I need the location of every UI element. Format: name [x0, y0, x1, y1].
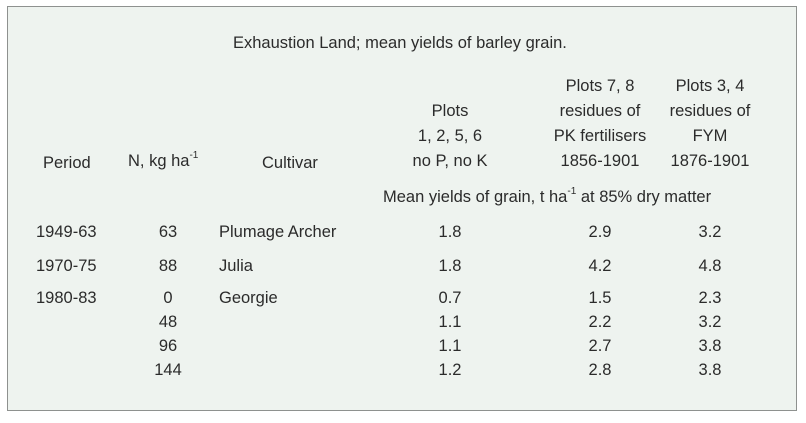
- cell-value-col2: 1.5: [588, 289, 612, 307]
- header-col2-line4: 1856-1901: [560, 152, 640, 170]
- subheader-units-text: Mean yields of grain, t ha: [383, 188, 568, 206]
- cell-cultivar: Plumage Archer: [219, 223, 337, 241]
- cell-value-col3: 4.8: [698, 257, 722, 275]
- cell-value-col1: 1.8: [438, 223, 462, 241]
- header-col3-line1: Plots 3, 4: [675, 77, 745, 95]
- header-col3-line2: residues of: [669, 102, 751, 120]
- header-col2-line1: Plots 7, 8: [565, 77, 635, 95]
- subheader-units-sup: -1: [567, 185, 577, 197]
- cell-n: 0: [163, 289, 173, 307]
- header-n-rate-text: N, kg ha: [128, 152, 190, 170]
- header-col3-line4: 1876-1901: [670, 152, 750, 170]
- cell-n: 96: [158, 337, 178, 355]
- subheader-units: Mean yields of grain, t ha-1 at 85% dry …: [383, 185, 712, 207]
- cell-value-col3: 3.8: [698, 337, 722, 355]
- header-period: Period: [43, 154, 91, 172]
- cell-value-col2: 2.9: [588, 223, 612, 241]
- cell-value-col1: 1.1: [438, 337, 462, 355]
- cell-value-col1: 1.8: [438, 257, 462, 275]
- cell-n: 144: [154, 361, 182, 379]
- header-n-rate: N, kg ha-1: [128, 149, 199, 171]
- cell-value-col2: 2.2: [588, 313, 612, 331]
- cell-period: 1949-63: [36, 223, 97, 241]
- header-col3-line3: FYM: [692, 127, 728, 145]
- cell-value-col1: 1.2: [438, 361, 462, 379]
- header-col1-line3: no P, no K: [412, 152, 488, 170]
- header-cultivar: Cultivar: [262, 154, 318, 172]
- header-col2-line3: PK fertilisers: [553, 127, 647, 145]
- cell-cultivar: Georgie: [219, 289, 278, 307]
- cell-value-col2: 2.7: [588, 337, 612, 355]
- cell-n: 48: [158, 313, 178, 331]
- cell-value-col2: 2.8: [588, 361, 612, 379]
- cell-value-col1: 1.1: [438, 313, 462, 331]
- cell-value-col1: 0.7: [438, 289, 462, 307]
- header-col1-line1: Plots: [431, 102, 469, 120]
- cell-period: 1980-83: [36, 289, 97, 307]
- table-title: Exhaustion Land; mean yields of barley g…: [233, 34, 567, 52]
- header-n-rate-sup: -1: [189, 149, 199, 161]
- header-col1-line2: 1, 2, 5, 6: [417, 127, 483, 145]
- cell-value-col3: 2.3: [698, 289, 722, 307]
- cell-n: 88: [158, 257, 178, 275]
- cell-value-col2: 4.2: [588, 257, 612, 275]
- cell-n: 63: [158, 223, 178, 241]
- cell-cultivar: Julia: [219, 257, 253, 275]
- cell-value-col3: 3.2: [698, 313, 722, 331]
- subheader-units-suffix: at 85% dry matter: [576, 188, 712, 206]
- header-col2-line2: residues of: [559, 102, 641, 120]
- cell-period: 1970-75: [36, 257, 97, 275]
- cell-value-col3: 3.2: [698, 223, 722, 241]
- cell-value-col3: 3.8: [698, 361, 722, 379]
- table-panel: [7, 6, 797, 411]
